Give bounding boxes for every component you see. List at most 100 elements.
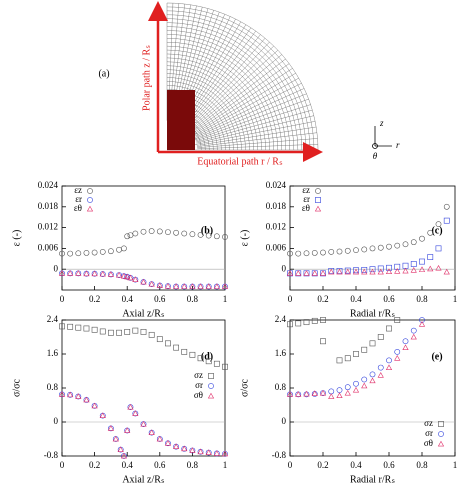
marker-triangle: [410, 333, 417, 340]
marker-triangle: [205, 449, 212, 455]
marker-square: [386, 325, 392, 332]
legend-label: σz: [424, 418, 433, 428]
y-tick-label: 0.006: [38, 242, 59, 252]
marker-triangle: [164, 440, 172, 446]
x-tick-label: 0.2: [89, 294, 100, 304]
marker-circle: [419, 317, 425, 323]
marker-circle: [295, 250, 302, 257]
marker-triangle: [361, 382, 368, 389]
marker-square: [83, 325, 90, 332]
marker-triangle: [443, 268, 450, 275]
marker-triangle: [197, 283, 204, 289]
marker-square: [148, 331, 155, 338]
marker-triangle: [311, 270, 318, 276]
x-tick-label: 0.2: [89, 460, 100, 470]
mesh-ray: [196, 132, 317, 147]
x-tick-label: 0.2: [317, 460, 328, 470]
marker-triangle: [361, 268, 368, 275]
marker-square: [287, 321, 293, 328]
marker-square: [369, 340, 376, 347]
marker-triangle: [181, 445, 188, 452]
marker-triangle: [286, 391, 294, 397]
marker-triangle: [295, 270, 302, 276]
marker-circle: [311, 250, 318, 256]
marker-square: [419, 258, 425, 265]
marker-triangle: [148, 280, 155, 287]
marker-circle: [419, 235, 425, 242]
mesh-ray: [195, 104, 311, 142]
mesh-ray: [185, 34, 261, 128]
marker-circle: [377, 244, 384, 251]
marker-triangle: [303, 390, 310, 397]
marker-triangle: [328, 268, 335, 275]
y-tick-label: 0: [54, 416, 59, 426]
marker-circle: [344, 247, 351, 254]
x-axis-label: Radial r/Rₛ: [350, 308, 395, 319]
marker-square: [197, 355, 204, 362]
marker-triangle: [394, 355, 401, 361]
x-tick-label: 0: [288, 294, 293, 304]
marker-triangle: [91, 402, 98, 409]
y-tick-label: -0.8: [272, 450, 287, 460]
y-tick-label: 2.4: [275, 314, 287, 324]
marker-triangle: [99, 412, 106, 419]
x-tick-label: 1: [453, 460, 458, 470]
marker-triangle: [369, 377, 376, 384]
marker-triangle: [213, 283, 220, 289]
marker-triangle: [402, 344, 409, 351]
legend-marker: [87, 197, 93, 203]
marker-square: [132, 327, 139, 334]
marker-triangle: [377, 268, 384, 275]
marker-circle: [59, 250, 65, 257]
panel-label: (e): [431, 351, 442, 362]
legend-label: σz: [194, 370, 203, 380]
marker-circle: [402, 241, 409, 248]
mesh-ray: [197, 144, 318, 150]
marker-circle: [328, 248, 335, 255]
marker-square: [156, 336, 163, 343]
marker-circle: [140, 228, 147, 235]
marker-triangle: [344, 389, 351, 396]
marker-square: [165, 340, 171, 347]
marker-triangle: [352, 386, 360, 393]
marker-square: [213, 360, 220, 367]
legend-marker: [315, 188, 321, 194]
marker-triangle: [107, 425, 115, 431]
legend-marker: [208, 373, 214, 379]
marker-square: [67, 323, 74, 330]
y-tick-label: 0.012: [266, 222, 286, 232]
marker-circle: [156, 228, 163, 235]
marker-circle: [67, 250, 74, 257]
marker-circle: [386, 243, 392, 250]
marker-square: [116, 329, 122, 336]
marker-circle: [344, 384, 351, 391]
marker-square: [377, 265, 384, 272]
marker-square: [361, 266, 368, 273]
marker-circle: [222, 234, 228, 240]
marker-square: [353, 351, 359, 357]
marker-triangle: [75, 270, 82, 276]
marker-triangle: [221, 283, 229, 289]
marker-triangle: [58, 270, 66, 276]
panel-label: (c): [431, 225, 442, 236]
marker-triangle: [58, 391, 66, 397]
marker-triangle: [132, 410, 139, 416]
marker-square: [394, 263, 401, 270]
marker-triangle: [328, 393, 335, 399]
x-tick-label: 1: [453, 294, 458, 304]
y-tick-label: 0.018: [266, 201, 287, 211]
x-tick-label: 0.8: [187, 460, 199, 470]
axis-z: z: [379, 118, 384, 128]
marker-triangle: [344, 268, 351, 275]
marker-circle: [443, 203, 450, 210]
mesh-ray: [191, 63, 290, 133]
marker-triangle: [91, 270, 98, 277]
marker-circle: [189, 231, 196, 238]
marker-triangle: [83, 270, 90, 277]
y-tick-label: 0.006: [266, 242, 287, 252]
mesh-ray: [197, 138, 318, 148]
marker-circle: [127, 232, 134, 239]
y-tick-label: 0.8: [275, 382, 287, 392]
mesh-ray: [194, 88, 305, 138]
marker-triangle: [221, 450, 229, 457]
